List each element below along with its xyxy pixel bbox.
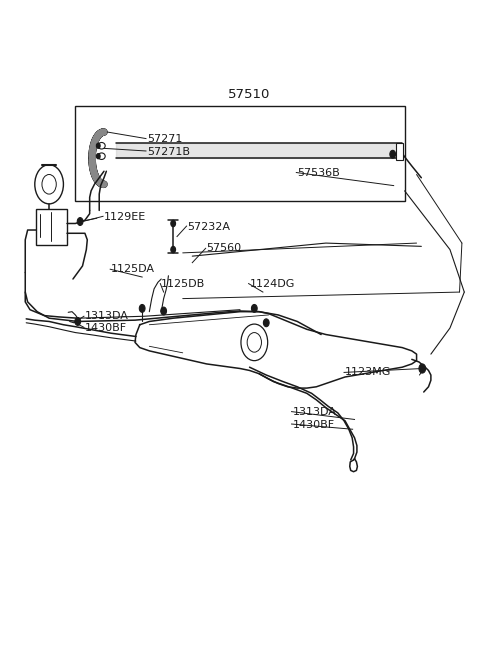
- Circle shape: [419, 364, 426, 373]
- Text: 1124DG: 1124DG: [250, 279, 295, 289]
- Text: 57271: 57271: [147, 134, 182, 144]
- Bar: [75, 106, 405, 201]
- Text: 57510: 57510: [228, 88, 271, 100]
- Text: 1125DA: 1125DA: [111, 264, 155, 274]
- Circle shape: [161, 307, 167, 315]
- Bar: [36, 209, 67, 245]
- Circle shape: [390, 150, 396, 158]
- Text: 57232A: 57232A: [188, 222, 230, 232]
- Bar: [396, 144, 404, 160]
- Circle shape: [252, 304, 257, 312]
- Text: 1430BF: 1430BF: [292, 420, 335, 430]
- Text: 57536B: 57536B: [297, 167, 340, 178]
- Ellipse shape: [98, 153, 105, 159]
- Text: 1129EE: 1129EE: [104, 212, 146, 222]
- Text: 57560: 57560: [206, 243, 242, 253]
- Circle shape: [171, 247, 176, 253]
- Circle shape: [75, 318, 81, 325]
- Circle shape: [264, 319, 269, 327]
- Text: 57271B: 57271B: [147, 147, 190, 157]
- Text: 1125DB: 1125DB: [161, 279, 205, 289]
- Circle shape: [96, 143, 100, 148]
- Circle shape: [77, 218, 83, 226]
- Text: 1313DA: 1313DA: [85, 311, 129, 321]
- Ellipse shape: [98, 142, 105, 149]
- Text: 1123MG: 1123MG: [345, 367, 391, 377]
- Text: 1430BF: 1430BF: [85, 323, 127, 333]
- Circle shape: [96, 154, 100, 159]
- Circle shape: [139, 304, 145, 312]
- Text: 1313DA: 1313DA: [292, 407, 336, 417]
- Circle shape: [171, 220, 176, 227]
